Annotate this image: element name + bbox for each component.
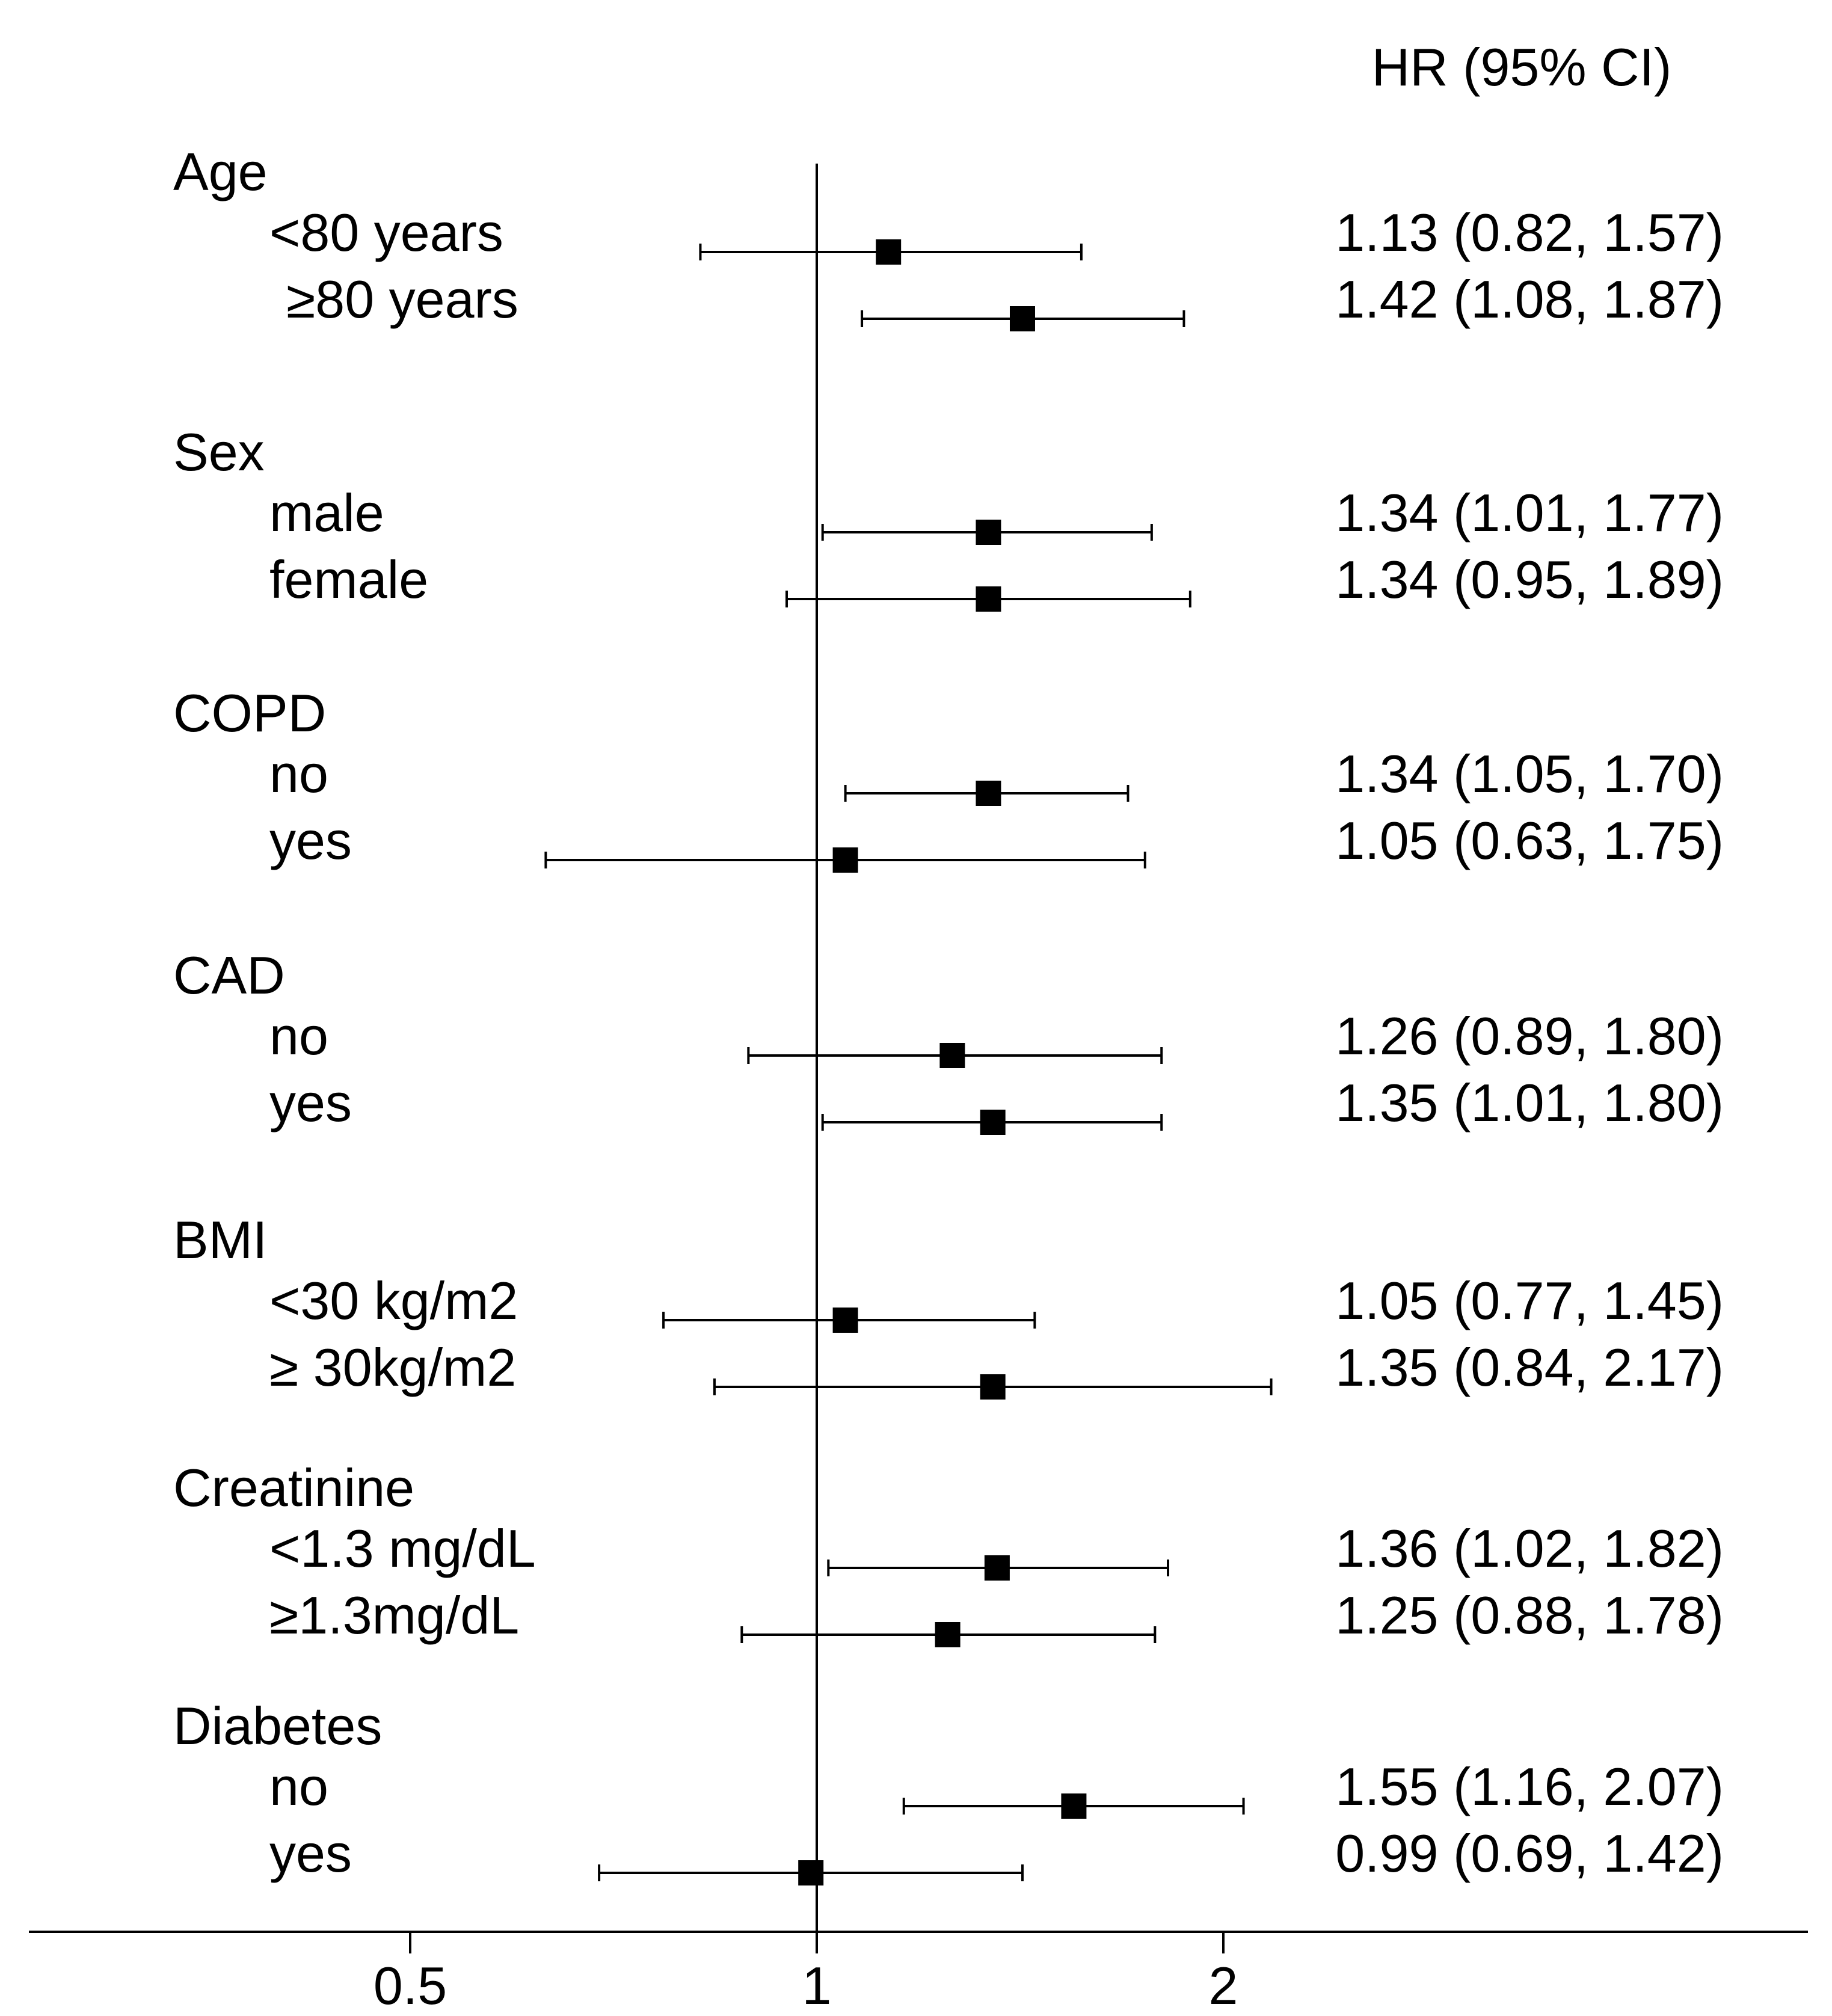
row-6-1-label: yes (269, 1824, 352, 1883)
row-2-1-label: yes (269, 811, 352, 870)
row-6-0-hr-ci-text: 1.55 (1.16, 2.07) (1335, 1757, 1724, 1816)
row-3-0-label: no (269, 1006, 328, 1066)
row-6-0-point-estimate (1061, 1793, 1087, 1819)
row-2-1-hr-ci-text: 1.05 (0.63, 1.75) (1335, 811, 1724, 870)
row-5-0-hr-ci-text: 1.36 (1.02, 1.82) (1335, 1519, 1724, 1578)
group-label-sex: Sex (173, 422, 265, 482)
row-1-1-hr-ci-text: 1.34 (0.95, 1.89) (1335, 550, 1724, 609)
x-tick-label-0: 0.5 (373, 1956, 447, 2015)
row-0-0-label: <80 years (269, 203, 503, 262)
column-header-hr-ci: HR (95% CI) (1372, 37, 1672, 97)
row-5-1-label: ≥1.3mg/dL (269, 1585, 519, 1645)
row-5-1-point-estimate (935, 1622, 961, 1647)
row-3-1-point-estimate (980, 1110, 1006, 1135)
x-axis-ticks: 0.5 1 2 (373, 1932, 1238, 2015)
row-1-1-label: female (269, 550, 428, 609)
row-4-0-hr-ci-text: 1.05 (0.77, 1.45) (1335, 1271, 1724, 1330)
row-3-0-point-estimate (939, 1043, 965, 1068)
x-tick-label-2: 2 (1209, 1956, 1238, 2015)
row-2-0-point-estimate (976, 781, 1001, 806)
group-label-diabetes: Diabetes (173, 1696, 382, 1756)
row-6-0-label: no (269, 1757, 328, 1816)
row-1-0-hr-ci-text: 1.34 (1.01, 1.77) (1335, 483, 1724, 542)
group-label-cad: CAD (173, 945, 285, 1005)
row-3-0-hr-ci-text: 1.26 (0.89, 1.80) (1335, 1006, 1724, 1066)
row-0-1-point-estimate (1009, 306, 1035, 331)
row-2-0-hr-ci-text: 1.34 (1.05, 1.70) (1335, 744, 1724, 804)
row-3-1-hr-ci-text: 1.35 (1.01, 1.80) (1335, 1073, 1724, 1132)
row-5-0-point-estimate (984, 1555, 1010, 1581)
row-5-0-label: <1.3 mg/dL (269, 1519, 536, 1578)
row-0-1-label: ≥80 years (286, 269, 518, 329)
row-0-0-point-estimate (876, 239, 902, 265)
row-5-1-hr-ci-text: 1.25 (0.88, 1.78) (1335, 1585, 1724, 1645)
group-label-age: Age (173, 142, 268, 201)
row-4-1-hr-ci-text: 1.35 (0.84, 2.17) (1335, 1338, 1724, 1397)
row-4-0-label: <30 kg/m2 (269, 1271, 518, 1330)
x-tick-label-1: 1 (802, 1956, 832, 2015)
row-4-0-point-estimate (832, 1308, 858, 1333)
row-1-0-label: male (269, 483, 384, 542)
row-1-0-point-estimate (976, 520, 1001, 545)
row-0-0-hr-ci-text: 1.13 (0.82, 1.57) (1335, 203, 1724, 262)
row-3-1-label: yes (269, 1073, 352, 1132)
row-1-1-point-estimate (976, 586, 1001, 612)
row-4-1-label: ≥ 30kg/m2 (269, 1338, 516, 1397)
row-4-1-point-estimate (980, 1374, 1006, 1400)
group-label-bmi: BMI (173, 1210, 267, 1270)
row-2-1-point-estimate (832, 847, 858, 873)
row-6-1-hr-ci-text: 0.99 (0.69, 1.42) (1335, 1824, 1724, 1883)
group-label-copd: COPD (173, 683, 326, 743)
row-0-1-hr-ci-text: 1.42 (1.08, 1.87) (1335, 269, 1724, 329)
row-6-1-point-estimate (798, 1860, 824, 1885)
group-label-creatinine: Creatinine (173, 1458, 414, 1517)
row-2-0-label: no (269, 744, 328, 804)
forest-rows: Age<80 years 1.13 (0.82, 1.57) ≥80 years 1.… (173, 142, 1724, 1885)
